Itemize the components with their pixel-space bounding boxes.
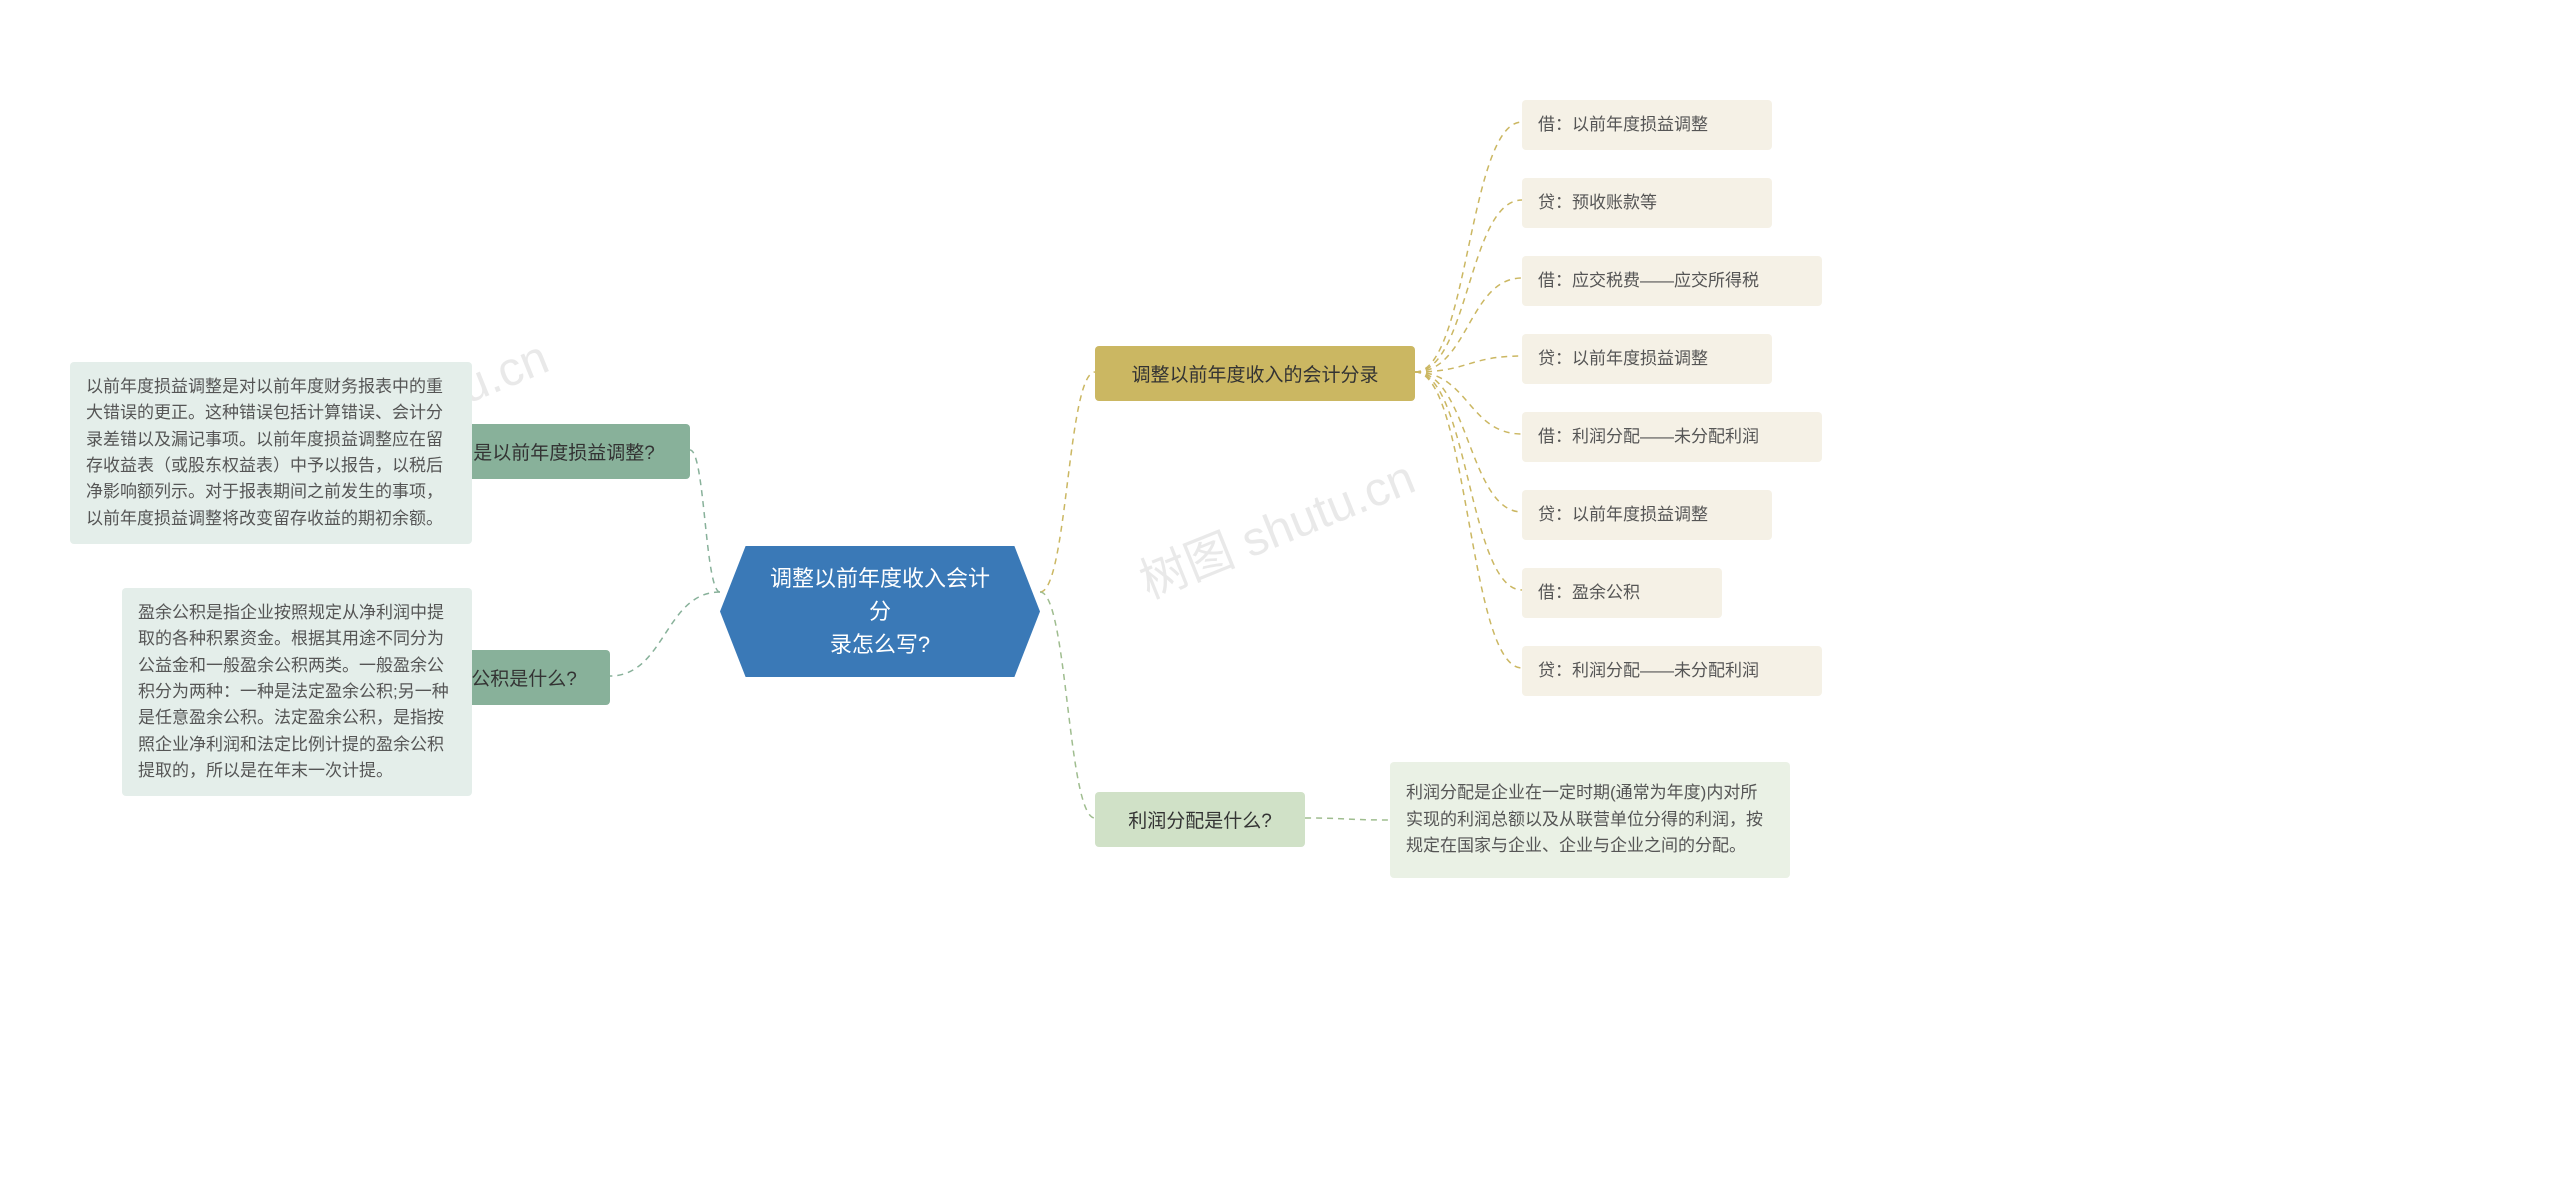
branch-profit-dist[interactable]: 利润分配是什么? [1095, 792, 1305, 847]
entry-leaf-1: 贷：预收账款等 [1522, 178, 1772, 228]
entry-leaf-3: 贷：以前年度损益调整 [1522, 334, 1772, 384]
root-node[interactable]: 调整以前年度收入会计分录怎么写? [720, 546, 1040, 677]
entry-leaf-4: 借：利润分配——未分配利润 [1522, 412, 1822, 462]
surplus-reserve-desc: 盈余公积是指企业按照规定从净利润中提取的各种积累资金。根据其用途不同分为公益金和… [122, 588, 472, 796]
entry-leaf-2: 借：应交税费——应交所得税 [1522, 256, 1822, 306]
profit-dist-desc: 利润分配是企业在一定时期(通常为年度)内对所实现的利润总额以及从联营单位分得的利… [1390, 762, 1790, 878]
entry-leaf-6: 借：盈余公积 [1522, 568, 1722, 618]
entry-leaf-5: 贷：以前年度损益调整 [1522, 490, 1772, 540]
branch-adjust-entries[interactable]: 调整以前年度收入的会计分录 [1095, 346, 1415, 401]
entry-leaf-0: 借：以前年度损益调整 [1522, 100, 1772, 150]
mindmap-canvas: A shutu.cn 树图 shutu.cn 调整以前年度收入会计分录怎么写? … [0, 0, 2560, 1189]
watermark-2: 树图 shutu.cn [1127, 438, 1423, 612]
prior-adjust-desc: 以前年度损益调整是对以前年度财务报表中的重大错误的更正。这种错误包括计算错误、会… [70, 362, 472, 544]
entry-leaf-7: 贷：利润分配——未分配利润 [1522, 646, 1822, 696]
